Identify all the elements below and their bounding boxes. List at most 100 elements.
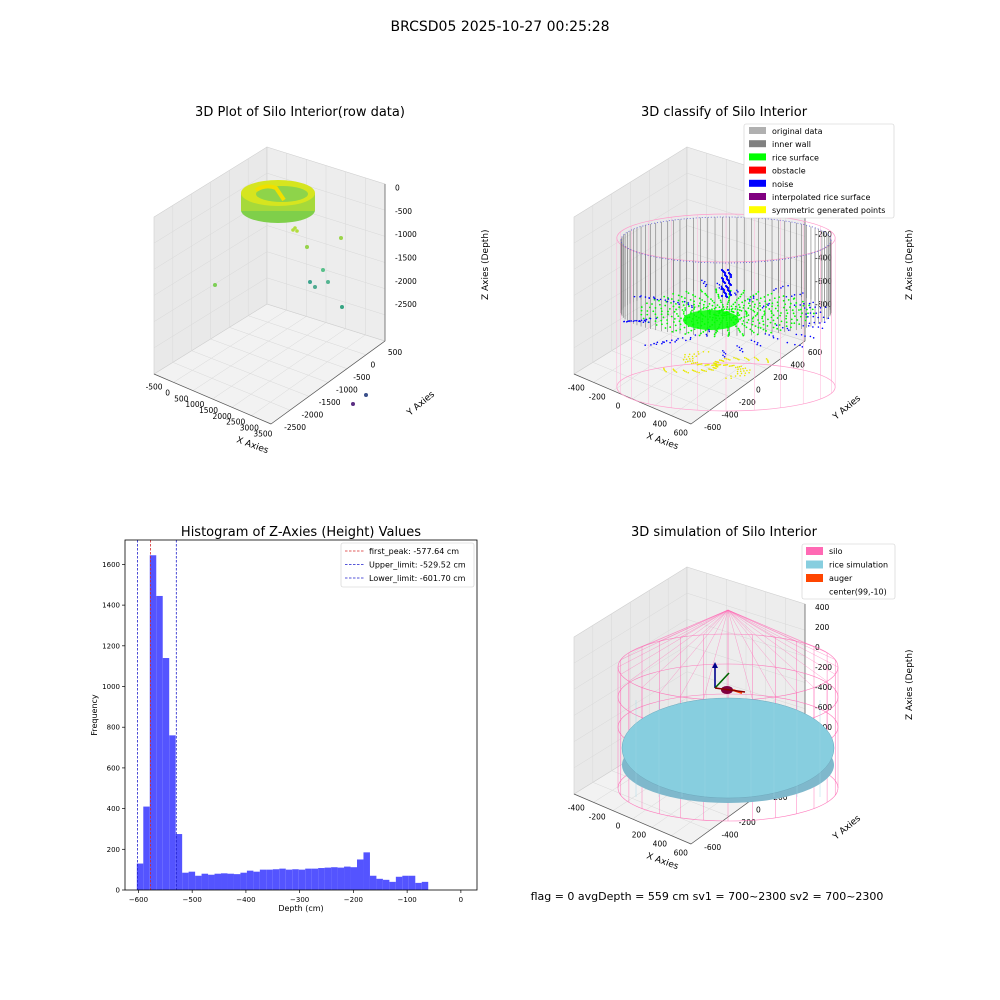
rice-surface-point: [660, 319, 663, 322]
rice-surface-point: [801, 312, 803, 315]
noise-point: [630, 320, 633, 322]
noise-point: [705, 283, 708, 286]
histogram-bar: [402, 875, 409, 890]
rice-surface-point: [684, 333, 687, 335]
noise-point: [761, 306, 764, 309]
rice-surface-point: [679, 328, 682, 331]
rice-surface-point: [660, 323, 663, 326]
symmetric-point: [683, 356, 686, 358]
symmetric-point: [710, 368, 713, 371]
noise-point: [656, 341, 659, 344]
rice-surface-point: [713, 301, 716, 304]
noise-point: [703, 280, 706, 283]
noise-point: [640, 295, 642, 297]
legend-label: rice surface: [772, 153, 819, 162]
simulation-3d-plot: 3D simulation of Silo Interior -400-2000…: [568, 525, 915, 872]
rice-surface-point: [713, 335, 716, 338]
histogram-bar: [298, 869, 306, 890]
silo-roof-wire: [727, 609, 753, 635]
rice-surface-point: [785, 317, 788, 320]
symmetric-point: [663, 368, 665, 371]
rice-surface-point: [770, 331, 773, 334]
symmetric-point: [745, 357, 748, 360]
rice-surface-point: [735, 325, 737, 328]
rice-surface-point: [684, 297, 686, 300]
rice-surface-point: [670, 298, 673, 300]
y-tick-label: -200: [739, 398, 756, 407]
symmetric-point: [700, 363, 703, 365]
x-tick-label: 2000: [213, 412, 232, 421]
outlier-point: [305, 245, 309, 249]
symmetric-point: [719, 363, 722, 366]
rice-surface-point: [770, 310, 773, 312]
z-tick-label: -2000: [395, 277, 417, 286]
symmetric-point: [739, 368, 742, 370]
stray-point: [291, 228, 295, 232]
rice-surface-point: [785, 315, 788, 317]
rice-surface-point: [678, 306, 681, 309]
rice-surface-point: [780, 312, 782, 314]
rice-surface-point: [693, 300, 695, 303]
x-tick-label: -200: [589, 813, 606, 822]
symmetric-point: [727, 358, 730, 361]
rice-surface-point: [694, 295, 697, 298]
rice-surface-point: [785, 309, 788, 312]
rice-surface-point: [677, 299, 680, 302]
x-tick-label: 200: [632, 410, 647, 419]
rice-surface-point: [680, 317, 682, 320]
histogram-bar: [143, 806, 150, 890]
rice-surface-point: [762, 323, 765, 326]
rice-surface-point: [793, 322, 796, 325]
rice-surface-point: [675, 329, 678, 332]
noise-point: [737, 291, 739, 293]
rice-surface-point: [759, 309, 762, 311]
rice-surface-point: [738, 329, 741, 332]
noise-point: [665, 340, 668, 342]
rice-surface-point: [702, 306, 705, 309]
silo-roof-wire: [727, 609, 815, 688]
x-tick-label: 200: [632, 830, 647, 839]
histogram-bar: [389, 881, 396, 890]
noise-point: [764, 333, 767, 335]
noise-point: [708, 329, 710, 331]
symmetric-point: [688, 358, 691, 360]
legend-label: auger: [829, 574, 853, 583]
rice-surface-point: [727, 328, 729, 330]
legend-label: center(99,-10): [829, 588, 887, 597]
outlier-point: [313, 285, 317, 289]
symmetric-point: [715, 360, 718, 363]
rice-surface-point: [782, 299, 785, 302]
y-tick-label: 400: [107, 805, 120, 813]
rice-surface-point: [749, 304, 751, 307]
noise-point: [753, 340, 756, 343]
y-tick-label: 400: [791, 360, 806, 369]
noise-point: [773, 289, 775, 291]
x-tick-label: 0: [459, 896, 463, 904]
silo-roof-wire: [727, 609, 797, 693]
rice-surface-point: [726, 306, 729, 308]
noise-point: [718, 284, 721, 286]
rice-surface-point: [770, 292, 773, 295]
symmetric-point: [734, 366, 737, 369]
histogram-bar: [208, 874, 215, 890]
classify-plot-points: [616, 213, 836, 412]
rice-surface-point: [789, 306, 791, 309]
noise-point: [644, 296, 647, 298]
noise-point: [644, 320, 647, 322]
rice-surface-point: [672, 305, 675, 308]
rice-surface-point: [680, 295, 683, 298]
histogram-bar: [253, 871, 260, 890]
rice-surface-point: [741, 323, 744, 325]
rice-surface-point: [754, 314, 757, 317]
rice-surface-point: [762, 320, 765, 323]
noise-point: [656, 298, 659, 301]
symmetric-point: [694, 370, 696, 373]
rice-surface-point: [751, 323, 754, 326]
rice-surface-point: [782, 295, 785, 297]
symmetric-point: [698, 371, 700, 374]
rice-surface-point: [776, 301, 779, 304]
rice-surface-point: [654, 313, 657, 316]
rice-surface-point: [735, 299, 738, 301]
rice-surface-point: [753, 306, 756, 308]
noise-cluster-point: [729, 273, 733, 277]
